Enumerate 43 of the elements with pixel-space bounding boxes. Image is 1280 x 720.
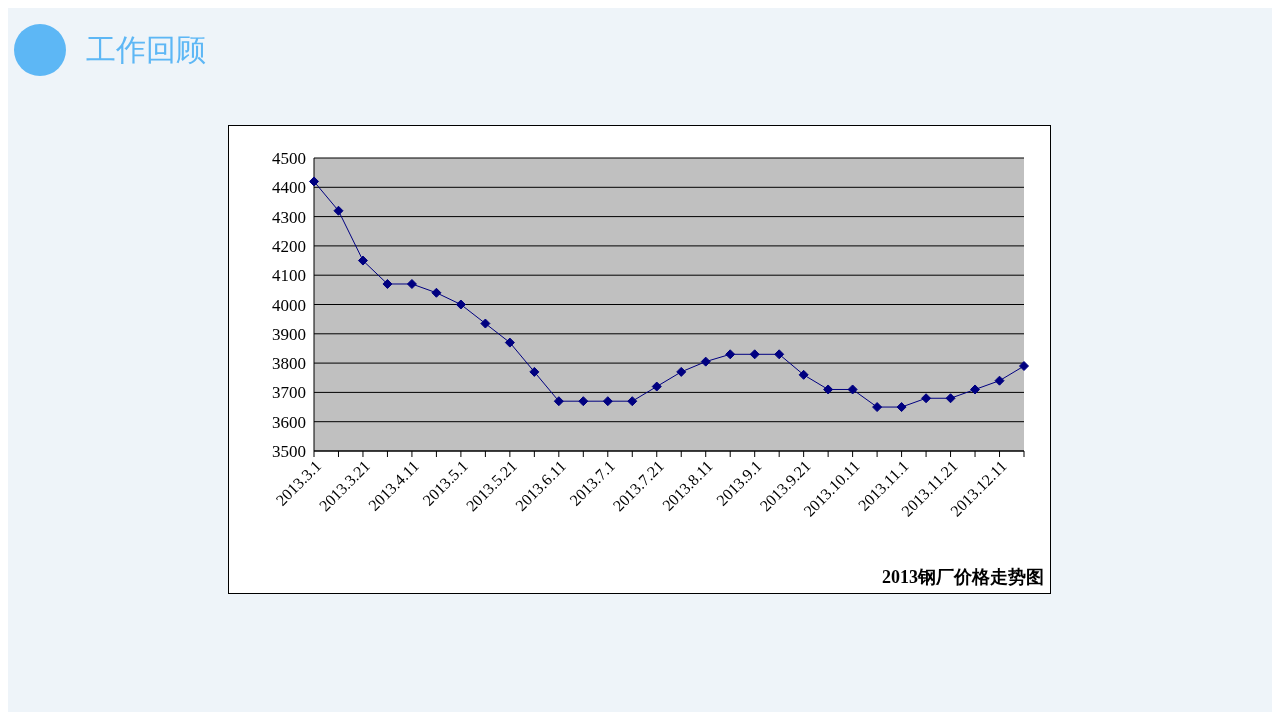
y-tick-label: 3800 (272, 354, 306, 374)
point (945, 393, 956, 404)
point (627, 396, 638, 407)
point (455, 299, 466, 310)
y-tick-label: 4200 (272, 236, 306, 256)
point (504, 337, 515, 348)
y-tick-label: 3600 (272, 412, 306, 432)
point (798, 369, 809, 380)
y-tick-label: 4000 (272, 295, 306, 315)
y-tick-label: 4500 (272, 149, 306, 169)
point (872, 402, 883, 413)
point (480, 318, 491, 329)
point (602, 396, 613, 407)
point (382, 278, 393, 289)
point (651, 381, 662, 392)
point (309, 176, 319, 187)
point (823, 384, 834, 395)
point (431, 287, 442, 298)
point (725, 349, 736, 360)
point (529, 366, 540, 377)
y-tick-label: 3700 (272, 383, 306, 403)
chart-title: 工作回顾 (86, 31, 206, 69)
point (994, 375, 1005, 386)
point (357, 255, 368, 266)
point (553, 396, 564, 407)
y-tick-label: 3900 (272, 324, 306, 344)
point (333, 205, 344, 216)
point (847, 384, 858, 395)
y-tick-label: 4100 (272, 266, 306, 286)
point (578, 396, 589, 407)
point (700, 356, 711, 367)
y-tick-label: 4300 (272, 207, 306, 227)
point (970, 384, 981, 395)
y-tick-label: 3500 (272, 442, 306, 462)
point (774, 349, 785, 360)
point (1019, 361, 1029, 372)
point (676, 366, 687, 377)
text: 2013钢厂价格走势图 (882, 566, 1044, 589)
y-tick-label: 4400 (272, 178, 306, 198)
point (921, 393, 932, 404)
point (896, 402, 907, 413)
point (749, 349, 760, 360)
point (406, 278, 417, 289)
